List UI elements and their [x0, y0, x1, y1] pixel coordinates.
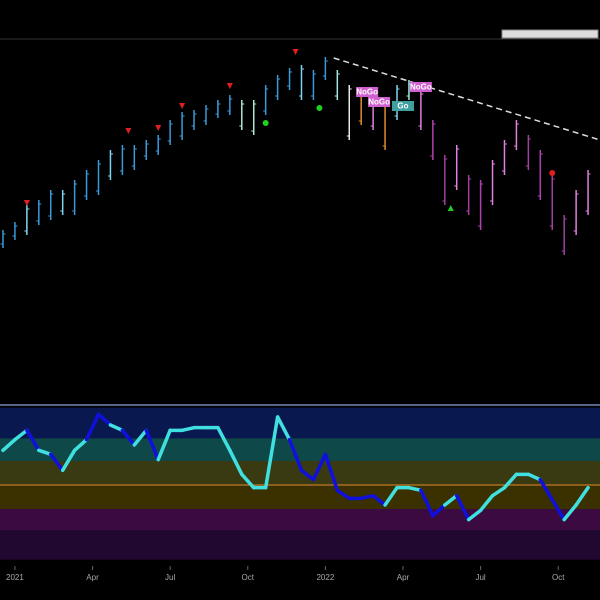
oscillator-segment	[108, 423, 125, 433]
oscillator-segment	[466, 508, 483, 522]
signal-dot	[262, 120, 269, 126]
oscillator-segment	[48, 452, 65, 473]
oscillator-segment	[72, 437, 89, 453]
signal-down	[155, 125, 162, 131]
x-tick-label: Jul	[165, 573, 175, 582]
signal-down	[125, 128, 132, 134]
oscillator-segment	[60, 448, 77, 473]
oscillator-segment	[37, 448, 53, 457]
oscillator-segment	[574, 485, 590, 507]
oscillator-segment	[323, 452, 340, 493]
signal-down	[179, 103, 186, 109]
x-tick-label: Apr	[397, 573, 410, 582]
oscillator-segment	[1, 437, 17, 453]
zone-band	[0, 438, 600, 461]
oscillator-segment	[335, 488, 352, 501]
x-tick-label: Jul	[475, 573, 485, 582]
oscillator-segment	[550, 497, 566, 522]
signal-dot	[316, 105, 323, 111]
oscillator-segment	[431, 503, 447, 518]
oscillator-segment	[120, 428, 137, 447]
annotation: NoGo	[356, 88, 378, 97]
oscillator-segment	[13, 428, 29, 442]
scroll-bar[interactable]	[501, 29, 599, 39]
oscillator-segment	[144, 428, 160, 462]
x-tick-label: Oct	[552, 573, 565, 582]
oscillator-segment	[180, 425, 196, 433]
zone-band	[0, 509, 600, 531]
annotation-box	[409, 82, 432, 92]
trendline	[333, 57, 600, 141]
oscillator-segment	[275, 415, 292, 442]
oscillator-segment	[454, 493, 471, 522]
x-tick-label: 2021	[6, 573, 24, 582]
oscillator-segment	[419, 488, 435, 518]
zone-band	[0, 407, 600, 439]
signal-dot	[549, 170, 556, 176]
oscillator-segment	[132, 428, 149, 447]
signal-down	[292, 49, 299, 55]
annotation: Go	[397, 102, 408, 111]
oscillator-segment	[25, 428, 41, 453]
signal-up	[447, 205, 454, 211]
oscillator-segment	[96, 412, 113, 427]
x-tick-label: Apr	[86, 573, 99, 582]
oscillator-segment	[311, 452, 328, 482]
annotation-box	[368, 97, 391, 107]
signal-down	[226, 83, 233, 89]
oscillator-segment	[538, 477, 554, 502]
oscillator-segment	[562, 503, 578, 522]
oscillator-segment	[407, 485, 423, 493]
oscillator-segment	[263, 415, 280, 490]
annotation: NoGo	[368, 98, 390, 107]
oscillator-segment	[359, 493, 375, 501]
oscillator-segment	[84, 412, 101, 442]
oscillator-segment	[371, 493, 387, 507]
annotation-box	[356, 87, 379, 97]
oscillator-segment	[443, 493, 459, 507]
annotation: NoGo	[410, 83, 432, 92]
annotation-box	[391, 101, 414, 111]
oscillator-segment	[502, 472, 519, 490]
zone-band	[0, 485, 600, 509]
oscillator-segment	[490, 485, 507, 498]
oscillator-segment	[228, 448, 244, 477]
signal-down	[23, 200, 30, 206]
x-tick-label: Oct	[242, 573, 255, 582]
zone-band	[0, 530, 600, 560]
oscillator-segment	[299, 468, 316, 482]
oscillator-segment	[287, 437, 304, 473]
oscillator-segment	[526, 472, 543, 482]
oscillator-segment	[478, 493, 495, 513]
oscillator-segment	[383, 485, 399, 507]
x-tick-label: 2022	[316, 573, 334, 582]
oscillator-segment	[240, 472, 256, 490]
oscillator-segment	[216, 425, 232, 453]
oscillator-segment	[156, 428, 172, 462]
